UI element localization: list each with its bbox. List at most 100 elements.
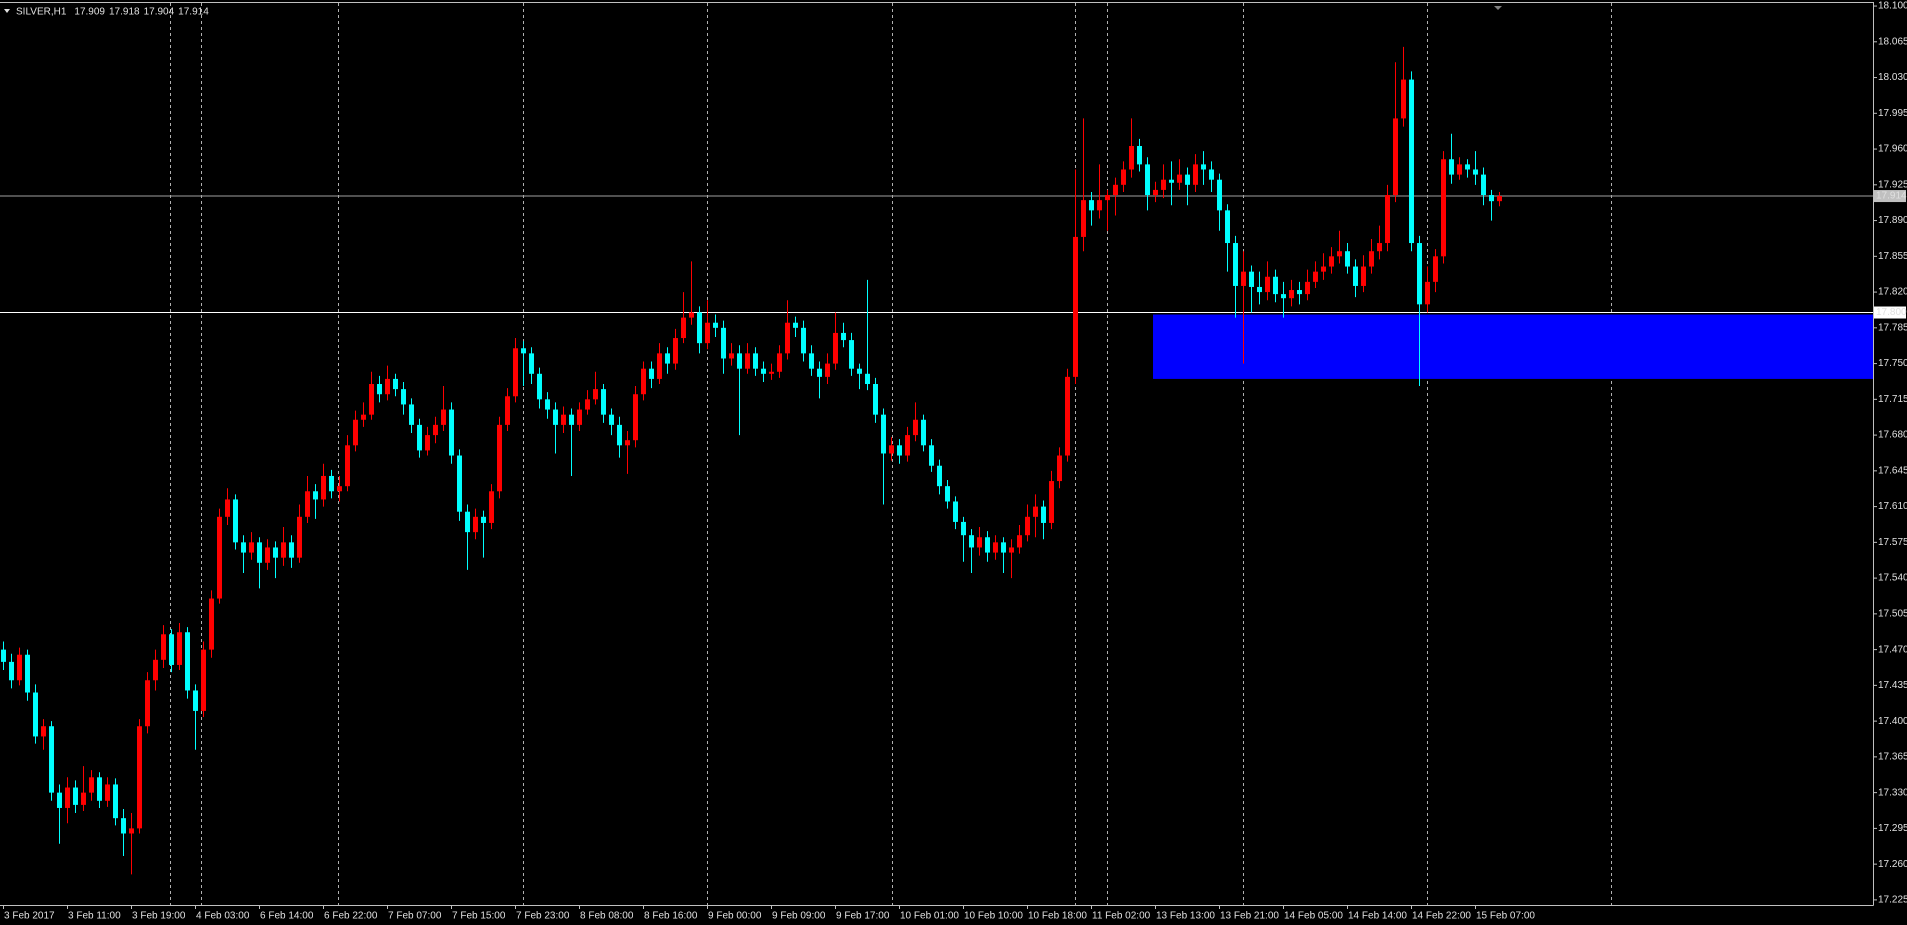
candle-body — [433, 424, 438, 436]
candle-body — [1065, 376, 1070, 456]
candle-body — [1441, 159, 1446, 257]
candle-body — [33, 692, 38, 737]
x-tick-label: 13 Feb 13:00 — [1156, 911, 1215, 922]
candle-body — [1337, 251, 1342, 257]
candle-body — [1297, 290, 1302, 295]
candle-body — [1225, 210, 1230, 244]
y-tick-label: 17.540 — [1878, 573, 1907, 584]
y-tick-label: 17.470 — [1878, 644, 1907, 655]
candle-body — [1345, 251, 1350, 267]
candle-body — [897, 445, 902, 456]
candle-body — [1425, 281, 1430, 305]
lines-layer — [0, 195, 1873, 314]
candle-body — [1193, 164, 1198, 185]
candle-body — [1153, 189, 1158, 196]
candle-body — [841, 332, 846, 341]
x-tick-label: 13 Feb 21:00 — [1220, 911, 1279, 922]
candle-body — [289, 542, 294, 558]
candle-body — [561, 414, 566, 425]
candle-body — [809, 353, 814, 369]
candle-body — [89, 777, 94, 793]
candle-body — [1001, 542, 1006, 553]
candle-body — [113, 784, 118, 819]
candle-body — [1417, 243, 1422, 305]
candle-body — [793, 322, 798, 328]
candle-body — [1201, 164, 1206, 170]
candle-body — [345, 445, 350, 487]
candle-body — [49, 726, 54, 793]
y-tick-label: 17.750 — [1878, 358, 1907, 369]
candle-body — [1161, 179, 1166, 190]
y-tick-label: 17.295 — [1878, 823, 1907, 834]
candle-body — [1041, 506, 1046, 523]
candle-body — [185, 632, 190, 691]
candle-body — [417, 424, 422, 451]
y-tick-label: 18.100 — [1878, 1, 1907, 12]
bid-label: 17.914 — [1876, 191, 1907, 202]
candle-body — [993, 542, 998, 553]
candle-body — [121, 818, 126, 834]
y-tick-label: 17.715 — [1878, 394, 1907, 405]
candle-body — [865, 373, 870, 385]
candle-body — [265, 547, 270, 563]
candle-body — [577, 409, 582, 425]
candle-body — [1393, 118, 1398, 196]
x-tick-label: 7 Feb 07:00 — [388, 911, 442, 922]
candle-body — [81, 792, 86, 805]
candle-body — [65, 787, 70, 808]
candle-body — [1145, 164, 1150, 196]
candle-body — [761, 368, 766, 374]
candle-body — [313, 491, 318, 500]
y-tick-label: 17.225 — [1878, 895, 1907, 906]
candle-body — [1089, 200, 1094, 211]
candle-body — [1401, 79, 1406, 119]
x-tick-label: 10 Feb 18:00 — [1028, 911, 1087, 922]
candle-body — [801, 327, 806, 354]
candle-body — [137, 726, 142, 829]
candle-body — [505, 396, 510, 425]
candle-body — [1113, 184, 1118, 196]
candle-body — [1009, 547, 1014, 553]
candle-body — [1481, 174, 1486, 196]
candle-body — [457, 455, 462, 512]
header-high: 17.918 — [109, 7, 140, 18]
candle-body — [545, 399, 550, 410]
candle-body — [673, 338, 678, 364]
candle-body — [937, 465, 942, 487]
candle-body — [105, 784, 110, 801]
grid-layer — [170, 3, 1612, 905]
candle-body — [921, 419, 926, 446]
candle-body — [1081, 200, 1086, 237]
candle-body — [297, 516, 302, 558]
x-tick-label: 7 Feb 15:00 — [452, 911, 506, 922]
candle-body — [201, 649, 206, 711]
candle-body — [473, 516, 478, 533]
candle-body — [665, 353, 670, 364]
candle-body — [857, 368, 862, 374]
candle-body — [513, 348, 518, 397]
candle-body — [401, 389, 406, 405]
candle-body — [1457, 164, 1462, 175]
candle-body — [961, 521, 966, 536]
candle-body — [817, 368, 822, 377]
candle-body — [1025, 516, 1030, 536]
y-tick-label: 18.030 — [1878, 72, 1907, 83]
candle-body — [377, 384, 382, 395]
x-tick-label: 7 Feb 23:00 — [516, 911, 570, 922]
candle-body — [953, 501, 958, 522]
candle-body — [1497, 196, 1502, 202]
candles-layer — [1, 46, 1502, 875]
candle-body — [1265, 276, 1270, 293]
candle-body — [569, 414, 574, 425]
candle-body — [1249, 271, 1254, 287]
x-tick-label: 15 Feb 07:00 — [1476, 911, 1535, 922]
candle-body — [1177, 174, 1182, 183]
candle-body — [985, 537, 990, 553]
candle-body — [1033, 506, 1038, 517]
candle-body — [481, 516, 486, 523]
candle-body — [705, 322, 710, 344]
x-tick-label: 10 Feb 10:00 — [964, 911, 1023, 922]
candle-body — [1257, 286, 1262, 293]
y-tick-label: 17.890 — [1878, 215, 1907, 226]
